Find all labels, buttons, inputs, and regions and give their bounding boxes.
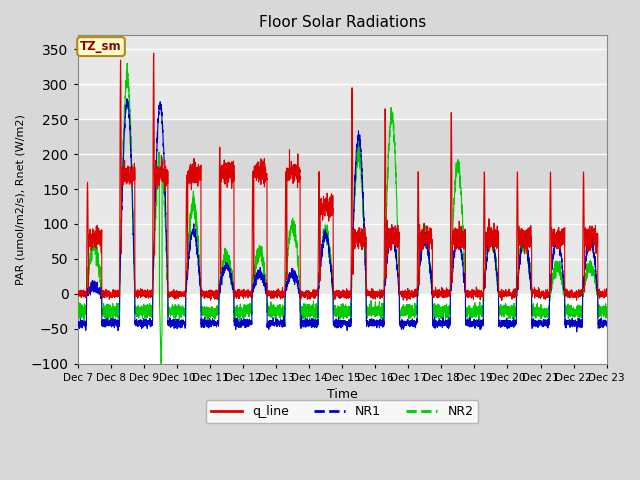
Bar — [77, 36, 607, 119]
Legend: q_line, NR1, NR2: q_line, NR1, NR2 — [206, 400, 479, 423]
Bar — [77, 294, 607, 364]
Text: TZ_sm: TZ_sm — [80, 40, 122, 53]
X-axis label: Time: Time — [327, 388, 358, 401]
Title: Floor Solar Radiations: Floor Solar Radiations — [259, 15, 426, 30]
Y-axis label: PAR (umol/m2/s), Rnet (W/m2): PAR (umol/m2/s), Rnet (W/m2) — [15, 114, 25, 285]
Bar — [77, 189, 607, 294]
Bar — [77, 119, 607, 189]
